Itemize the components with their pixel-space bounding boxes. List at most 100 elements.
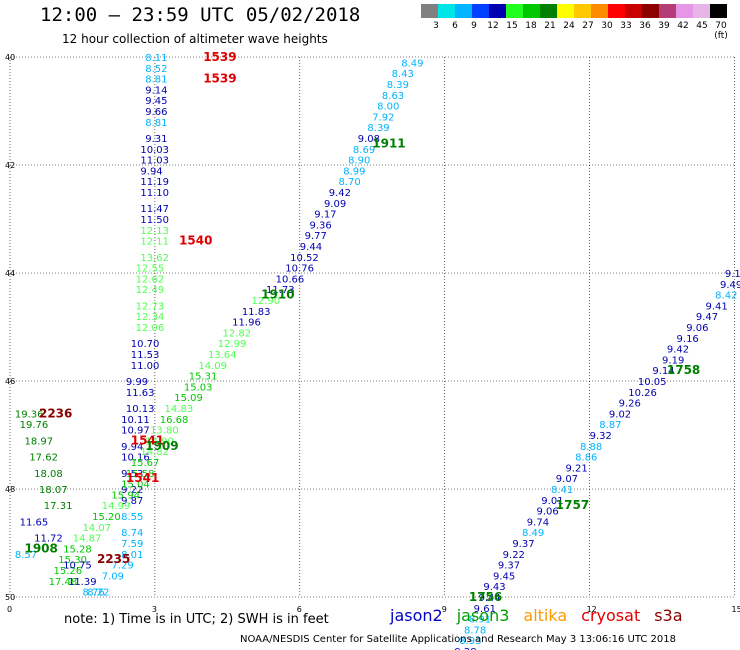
wave-height-value: 9.06 bbox=[536, 507, 558, 518]
legend-jason3: jason3 bbox=[456, 606, 510, 625]
wave-height-value: 8.55 bbox=[121, 512, 143, 523]
wave-height-value: 8.69 bbox=[353, 145, 375, 156]
pass-label: 1910 bbox=[261, 288, 294, 302]
wave-height-value: 9.61 bbox=[474, 604, 496, 615]
wave-height-value: 11.19 bbox=[140, 177, 169, 188]
wave-height-value: 8.63 bbox=[382, 91, 404, 102]
wave-height-value: 8.99 bbox=[343, 166, 365, 177]
wave-height-value: 8.76 bbox=[82, 588, 104, 599]
scale-swatch bbox=[472, 4, 489, 18]
wave-height-value: 8.78 bbox=[464, 625, 486, 636]
wave-height-value: 15.31 bbox=[189, 372, 218, 383]
wave-height-value: 10.70 bbox=[131, 339, 160, 350]
pass-label: 1758 bbox=[667, 363, 700, 377]
wave-height-value: 9.44 bbox=[300, 242, 322, 253]
scale-swatch bbox=[489, 4, 506, 18]
wave-height-value: 9.66 bbox=[145, 107, 167, 118]
wave-height-value: 9.47 bbox=[696, 312, 718, 323]
footer-note: note: 1) Time is in UTC; 2) SWH is in fe… bbox=[64, 612, 329, 627]
credit-line: NOAA/NESDIS Center for Satellite Applica… bbox=[240, 634, 676, 645]
wave-height-value: 10.11 bbox=[121, 415, 150, 426]
scale-label: 3 bbox=[433, 21, 439, 31]
wave-height-value: 10.05 bbox=[638, 377, 667, 388]
wave-height-value: 8.11 bbox=[145, 53, 167, 64]
wave-height-value: 11.73 bbox=[266, 285, 295, 296]
scale-label: 9 bbox=[471, 21, 477, 31]
wave-height-value: 19.76 bbox=[20, 420, 49, 431]
wave-height-value: 9.87 bbox=[121, 496, 143, 507]
wave-height-value: 9.26 bbox=[619, 399, 641, 410]
wave-height-value: 9.1 bbox=[725, 269, 740, 280]
wave-height-value: 17.31 bbox=[44, 501, 73, 512]
pass-label: 1757 bbox=[556, 498, 589, 512]
pass-label: 1539 bbox=[203, 72, 236, 86]
y-tick-label: 50 bbox=[5, 593, 15, 602]
wave-height-value: 17.48 bbox=[49, 577, 78, 588]
x-tick-label: 3 bbox=[152, 605, 157, 614]
wave-height-value: 8.39 bbox=[367, 123, 389, 134]
wave-height-value: 8.81 bbox=[145, 118, 167, 129]
wave-height-value: 12.99 bbox=[218, 339, 247, 350]
wave-height-value: 11.63 bbox=[126, 388, 155, 399]
x-tick-label: 9 bbox=[442, 605, 447, 614]
wave-height-value: 15.58 bbox=[126, 469, 155, 480]
wave-height-value: 14.07 bbox=[82, 523, 111, 534]
wave-height-value: 12.55 bbox=[136, 264, 165, 275]
wave-height-value: 15.94 bbox=[111, 490, 140, 501]
wave-height-value: 9.17 bbox=[314, 210, 336, 221]
wave-height-value: 19.36 bbox=[15, 409, 44, 420]
wave-height-value: 15.28 bbox=[63, 544, 92, 555]
wave-height-value: 8.81 bbox=[145, 75, 167, 86]
x-tick-label: 15 bbox=[732, 605, 740, 614]
wave-height-value: 9.31 bbox=[145, 134, 167, 145]
wave-height-value: 9.45 bbox=[145, 96, 167, 107]
pass-label: 1541 bbox=[131, 433, 164, 447]
wave-height-value: 8.57 bbox=[15, 550, 37, 561]
scale-label: 30 bbox=[601, 21, 613, 31]
wave-height-value: 11.03 bbox=[140, 156, 169, 167]
y-tick-label: 44 bbox=[5, 269, 15, 278]
wave-height-value: 8.00 bbox=[377, 102, 399, 113]
wave-height-value: 10.66 bbox=[276, 274, 305, 285]
wave-height-value: 12.73 bbox=[136, 301, 165, 312]
scale-swatch bbox=[455, 4, 472, 18]
pass-label: 1911 bbox=[372, 136, 405, 150]
wave-height-value: 9.14 bbox=[145, 85, 167, 96]
wave-height-value: 12.11 bbox=[140, 237, 169, 248]
wave-height-value: 12.34 bbox=[136, 312, 165, 323]
x-tick-label: 0 bbox=[7, 605, 12, 614]
wave-height-value: 9.36 bbox=[309, 220, 331, 231]
wave-height-value: 8.42 bbox=[715, 291, 737, 302]
wave-height-value: 11.00 bbox=[131, 361, 160, 372]
scale-swatch bbox=[557, 4, 574, 18]
wave-height-value: 11.47 bbox=[140, 204, 169, 215]
wave-height-value: 9.22 bbox=[503, 550, 525, 561]
y-tick-label: 46 bbox=[5, 377, 15, 386]
wave-height-value: 9.14 bbox=[652, 366, 674, 377]
y-tick-label: 42 bbox=[5, 161, 15, 170]
wave-height-value: 12.82 bbox=[223, 328, 252, 339]
scale-swatch bbox=[659, 4, 676, 18]
wave-height-value: 9.06 bbox=[686, 323, 708, 334]
wave-height-value: 7.59 bbox=[121, 539, 143, 550]
scale-label: 27 bbox=[582, 21, 594, 31]
scale-label: 39 bbox=[658, 21, 670, 31]
scale-swatch bbox=[438, 4, 455, 18]
wave-height-value: 13.80 bbox=[150, 426, 179, 437]
scale-swatch bbox=[523, 4, 540, 18]
scale-label: 45 bbox=[696, 21, 708, 31]
wave-height-value: 12.90 bbox=[252, 296, 281, 307]
wave-height-value: 9.42 bbox=[329, 188, 351, 199]
wave-height-value: 9.43 bbox=[483, 582, 505, 593]
wave-height-value: 8.91 bbox=[469, 615, 491, 626]
pass-label: 2235 bbox=[97, 552, 130, 566]
scale-swatch bbox=[693, 4, 710, 18]
wave-height-value: 15.26 bbox=[53, 566, 82, 577]
wave-height-value: 9.07 bbox=[556, 474, 578, 485]
scale-label: 70 (ft) bbox=[714, 21, 728, 41]
wave-height-value: 11.72 bbox=[34, 534, 63, 545]
wave-height-value: 7.29 bbox=[111, 561, 133, 572]
wave-height-value: 10.03 bbox=[140, 145, 169, 156]
scale-swatch bbox=[421, 4, 438, 18]
wave-height-value: 8.86 bbox=[575, 453, 597, 464]
